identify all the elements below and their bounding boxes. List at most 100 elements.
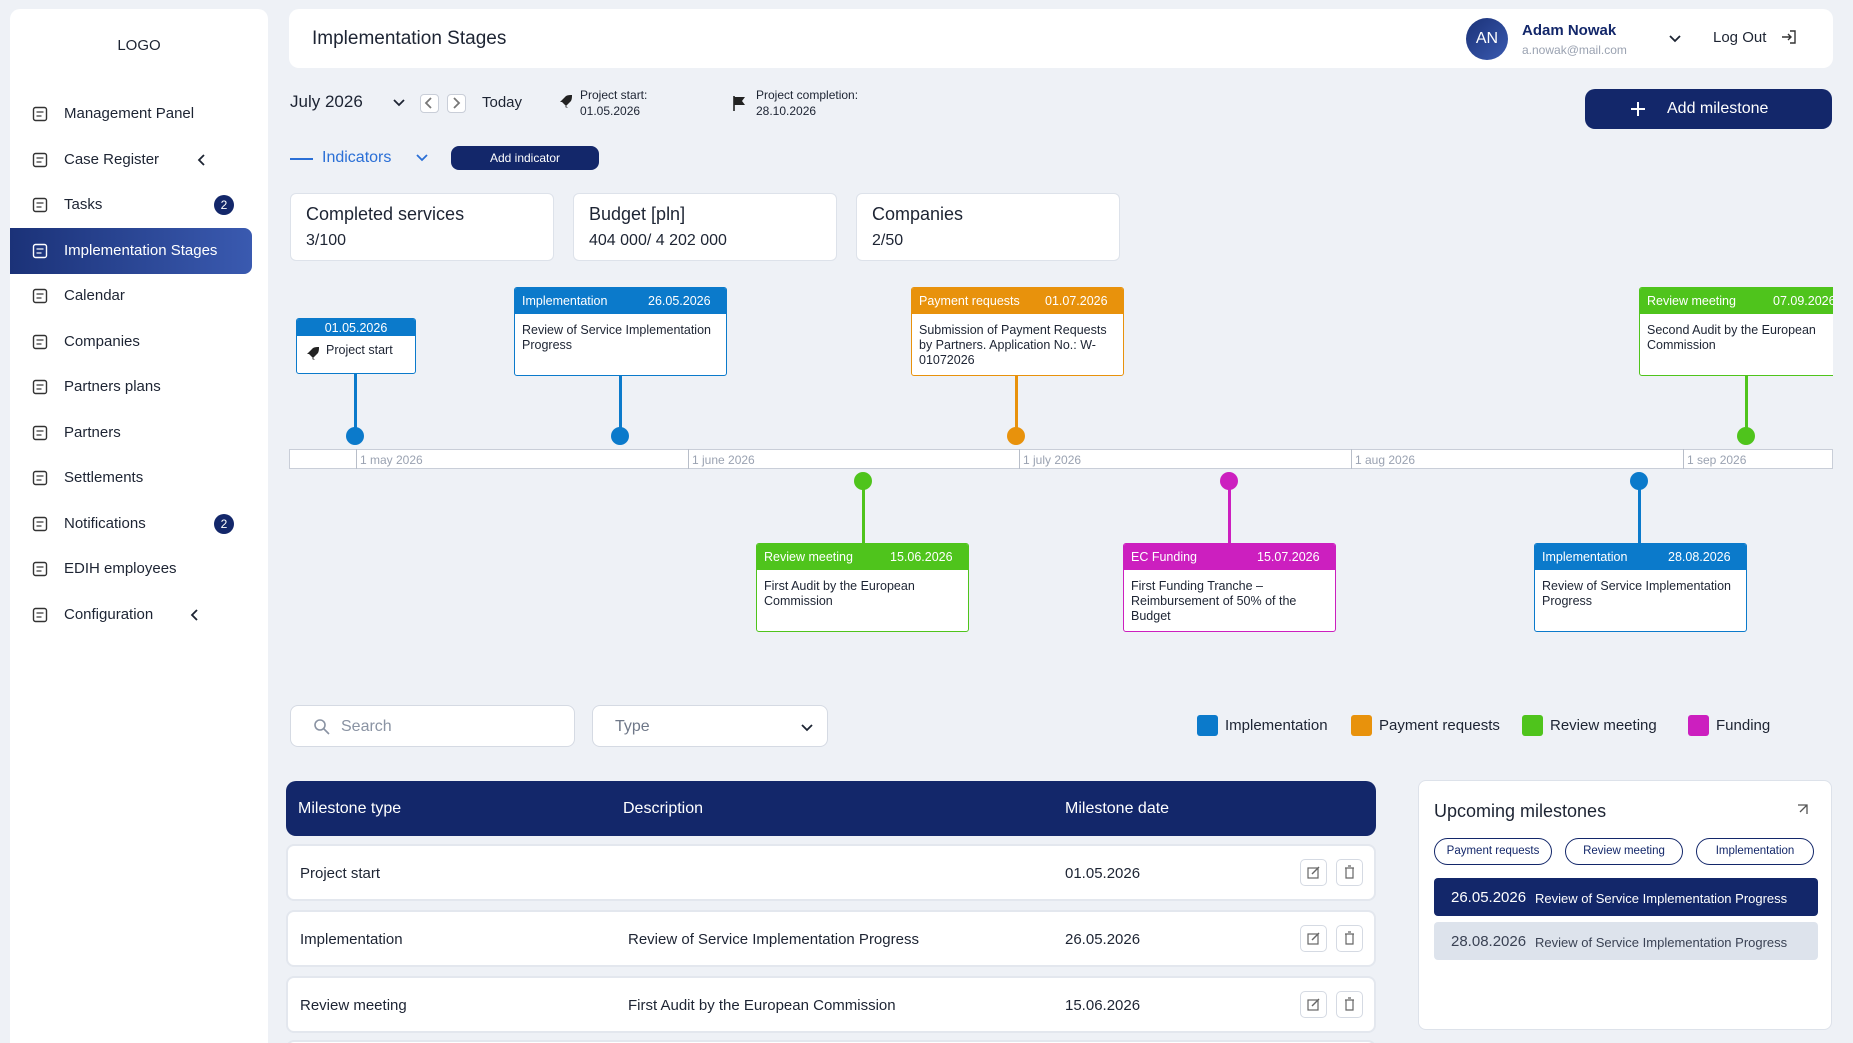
- milestone-card[interactable]: Payment requests 01.07.2026 Submission of …: [911, 287, 1124, 376]
- menu-label: EDIH employees: [64, 560, 177, 577]
- milestone-stem: [861, 481, 865, 543]
- next-button-svg: [453, 97, 461, 109]
- menu-icon: [32, 470, 48, 486]
- milestone-date: 07.09.2026: [1773, 294, 1833, 308]
- menu-item[interactable]: Management Panel: [10, 91, 252, 137]
- menu-icon: [32, 197, 48, 213]
- search-box[interactable]: Search: [290, 705, 575, 747]
- table-row: Review meeting First Audit by the Europea…: [286, 976, 1376, 1033]
- rocket-icon: [556, 94, 574, 112]
- milestone-card[interactable]: Implementation 26.05.2026 Review of Servic…: [514, 287, 727, 376]
- user-name: Adam Nowak: [1522, 22, 1617, 39]
- menu-item[interactable]: Settlements: [10, 455, 252, 501]
- add-indicator-button[interactable]: Add indicator: [451, 146, 599, 170]
- legend-label: Payment requests: [1379, 717, 1500, 734]
- cell-date: 01.05.2026: [1065, 865, 1141, 882]
- prev-button[interactable]: [420, 94, 439, 113]
- plus-icon: [1630, 101, 1646, 117]
- milestone-type: Implementation: [522, 294, 608, 308]
- milestone-stem: [353, 374, 357, 436]
- menu-item[interactable]: Implementation Stages: [10, 227, 252, 274]
- flag-icon-svg: [733, 96, 745, 111]
- milestone-dot[interactable]: [346, 427, 364, 445]
- menu-item[interactable]: Tasks 2: [10, 182, 252, 228]
- cell-date: 15.06.2026: [1065, 997, 1141, 1014]
- milestone-dot[interactable]: [1220, 472, 1238, 490]
- axis-label: 1 june 2026: [692, 453, 755, 467]
- indicator-value: 2/50: [872, 232, 904, 249]
- expand-icon[interactable]: [1794, 801, 1810, 817]
- user-chevron[interactable]: [1667, 31, 1683, 47]
- milestone-stem: [1637, 481, 1641, 543]
- menu-item[interactable]: Partners plans: [10, 364, 252, 410]
- indicators-line: [290, 158, 313, 160]
- axis-label: 1 sep 2026: [1687, 453, 1747, 467]
- milestone-type: EC Funding: [1131, 550, 1198, 564]
- upcoming-item[interactable]: 26.05.2026 Review of Service Implementati…: [1434, 878, 1818, 916]
- menu-item[interactable]: Case Register: [10, 137, 252, 183]
- milestone-header: Implementation 26.05.2026: [515, 288, 726, 314]
- filter-chip[interactable]: Payment requests: [1434, 838, 1552, 865]
- menu-icon-svg: [32, 152, 48, 167]
- upcoming-item[interactable]: 28.08.2026 Review of Service Implementati…: [1434, 922, 1818, 960]
- delete-button[interactable]: [1336, 859, 1363, 886]
- filter-chip[interactable]: Review meeting: [1565, 838, 1683, 865]
- menu-item[interactable]: Notifications 2: [10, 501, 252, 547]
- menu-label: Calendar: [64, 287, 125, 304]
- edit-button[interactable]: [1300, 991, 1327, 1018]
- menu-label: Implementation Stages: [64, 241, 218, 259]
- rocket-icon: [303, 346, 321, 364]
- milestone-dot[interactable]: [1737, 427, 1755, 445]
- menu-item[interactable]: Companies: [10, 319, 252, 365]
- menu-badge: 2: [214, 513, 234, 534]
- month-chevron[interactable]: [391, 95, 407, 111]
- menu-badge: 2: [214, 195, 234, 215]
- type-placeholder: Type: [615, 718, 650, 735]
- edit-button[interactable]: [1300, 925, 1327, 952]
- logout[interactable]: Log Out: [1713, 27, 1803, 49]
- milestone-card[interactable]: Implementation 28.08.2026 Review of Servic…: [1534, 543, 1747, 632]
- legend-swatch: [1197, 715, 1218, 736]
- edit-button[interactable]: [1300, 859, 1327, 886]
- menu-label: Partners: [64, 423, 121, 441]
- submenu-chevron-svg: [190, 608, 198, 621]
- menu-icon: [32, 425, 48, 441]
- next-button[interactable]: [447, 94, 466, 113]
- avatar[interactable]: AN: [1466, 18, 1508, 60]
- milestone-card[interactable]: Review meeting 15.06.2026 First Audit by t…: [756, 543, 969, 632]
- menu-item[interactable]: Partners: [10, 410, 252, 456]
- delete-button[interactable]: [1336, 991, 1363, 1018]
- milestone-dot[interactable]: [1630, 472, 1648, 490]
- menu-icon: [32, 516, 48, 532]
- add-milestone-button[interactable]: Add milestone: [1585, 89, 1832, 129]
- menu-item[interactable]: Configuration: [10, 592, 252, 638]
- milestone-stem: [1744, 376, 1748, 436]
- indicators-chevron[interactable]: [414, 150, 430, 166]
- milestone-dot[interactable]: [854, 472, 872, 490]
- month[interactable]: July 2026: [290, 92, 363, 111]
- milestone-dot[interactable]: [611, 427, 629, 445]
- milestone-card[interactable]: Review meeting 07.09.2026 Second Audit by …: [1639, 287, 1833, 376]
- milestone-stem: [618, 376, 622, 436]
- milestone-text: Second Audit by the European Commission: [1647, 323, 1816, 352]
- milestone-text: First Audit by the European Commission: [764, 579, 915, 608]
- menu-item[interactable]: EDIH employees: [10, 546, 252, 592]
- delete-button[interactable]: [1336, 925, 1363, 952]
- menu-label: Configuration: [64, 605, 154, 623]
- type-select[interactable]: Type: [592, 705, 828, 747]
- milestone-dot[interactable]: [1007, 427, 1025, 445]
- axis-label: 1 july 2026: [1023, 453, 1082, 467]
- submenu-chevron: [187, 607, 203, 623]
- menu-item[interactable]: Calendar: [10, 273, 252, 319]
- milestone-stem: [1227, 481, 1231, 543]
- milestone-header: Implementation 28.08.2026: [1535, 544, 1746, 570]
- indicators-toggle[interactable]: Indicators: [322, 149, 392, 166]
- filter-chip[interactable]: Implementation: [1696, 838, 1814, 865]
- milestone-card[interactable]: 01.05.2026 Project start: [296, 318, 416, 374]
- today-button[interactable]: Today: [482, 94, 523, 111]
- milestone-card[interactable]: EC Funding 15.07.2026 First Funding Tranch…: [1123, 543, 1336, 632]
- column-header: Milestone type: [298, 800, 402, 817]
- month-chevron-svg: [393, 99, 405, 107]
- cell-date: 26.05.2026: [1065, 931, 1141, 948]
- axis-tick: [1683, 449, 1684, 469]
